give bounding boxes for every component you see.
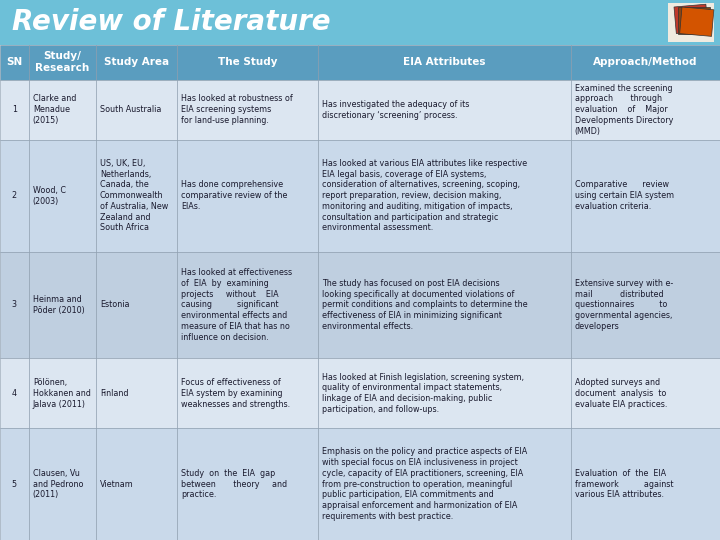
Text: Pölönen,
Hokkanen and
Jalava (2011): Pölönen, Hokkanen and Jalava (2011) xyxy=(33,378,91,409)
Bar xyxy=(318,79,571,140)
Text: The Study: The Study xyxy=(218,57,277,67)
Text: SN: SN xyxy=(6,57,22,67)
Bar xyxy=(177,359,318,428)
Text: Evaluation  of  the  EIA
framework          against
various EIA attributes.: Evaluation of the EIA framework against … xyxy=(575,469,673,500)
Text: Extensive survey with e-
mail           distributed
questionnaires          to
g: Extensive survey with e- mail distribute… xyxy=(575,279,673,331)
Text: Adopted surveys and
document  analysis  to
evaluate EIA practices.: Adopted surveys and document analysis to… xyxy=(575,378,667,409)
Bar xyxy=(96,252,177,359)
Bar xyxy=(571,45,720,79)
Text: Has looked at effectiveness
of  EIA  by  examining
projects     without    EIA
c: Has looked at effectiveness of EIA by ex… xyxy=(181,268,292,342)
Text: EIA Attributes: EIA Attributes xyxy=(403,57,486,67)
Bar xyxy=(571,140,720,252)
Text: 5: 5 xyxy=(12,480,17,489)
Bar xyxy=(678,7,710,33)
Text: Has done comprehensive
comparative review of the
EIAs.: Has done comprehensive comparative revie… xyxy=(181,180,287,211)
Bar xyxy=(680,7,714,36)
Bar xyxy=(571,359,720,428)
Text: Has investigated the adequacy of its
discretionary ‘screening’ process.: Has investigated the adequacy of its dis… xyxy=(323,100,469,120)
Text: 2: 2 xyxy=(12,191,17,200)
Bar xyxy=(177,79,318,140)
Text: Clausen, Vu
and Pedrono
(2011): Clausen, Vu and Pedrono (2011) xyxy=(33,469,84,500)
Bar xyxy=(318,428,571,540)
Bar xyxy=(96,359,177,428)
Text: Has looked at Finish legislation, screening system,
quality of environmental imp: Has looked at Finish legislation, screen… xyxy=(323,373,524,414)
Bar xyxy=(29,428,96,540)
Text: Wood, C
(2003): Wood, C (2003) xyxy=(33,186,66,206)
Bar xyxy=(0,140,29,252)
Text: Focus of effectiveness of
EIA system by examining
weaknesses and strengths.: Focus of effectiveness of EIA system by … xyxy=(181,378,290,409)
Bar xyxy=(0,45,29,79)
Bar xyxy=(29,79,96,140)
Text: Has looked at various EIA attributes like respective
EIA legal basis, coverage o: Has looked at various EIA attributes lik… xyxy=(323,159,528,232)
Text: Study Area: Study Area xyxy=(104,57,169,67)
Bar xyxy=(571,428,720,540)
Bar xyxy=(0,0,720,45)
Text: Clarke and
Menadue
(2015): Clarke and Menadue (2015) xyxy=(33,94,76,125)
Text: Has looked at robustness of
EIA screening systems
for land-use planning.: Has looked at robustness of EIA screenin… xyxy=(181,94,293,125)
Text: Study  on  the  EIA  gap
between       theory     and
practice.: Study on the EIA gap between theory and … xyxy=(181,469,287,500)
Bar xyxy=(29,45,96,79)
Text: Study/
Research: Study/ Research xyxy=(35,51,89,73)
Text: Estonia: Estonia xyxy=(100,300,130,309)
Bar xyxy=(29,252,96,359)
Text: 3: 3 xyxy=(12,300,17,309)
Bar xyxy=(96,140,177,252)
Text: Approach/Method: Approach/Method xyxy=(593,57,698,67)
Bar xyxy=(674,4,708,33)
Text: Examined the screening
approach       through
evaluation    of    Major
Developm: Examined the screening approach through … xyxy=(575,84,673,136)
Bar xyxy=(29,359,96,428)
Text: Review of Literature: Review of Literature xyxy=(12,8,330,36)
Text: Heinma and
Põder (2010): Heinma and Põder (2010) xyxy=(33,295,84,315)
Bar xyxy=(96,45,177,79)
Bar xyxy=(668,3,714,42)
Text: South Australia: South Australia xyxy=(100,105,161,114)
Bar xyxy=(0,359,29,428)
Bar xyxy=(0,428,29,540)
Bar xyxy=(571,79,720,140)
Bar xyxy=(177,45,318,79)
Bar xyxy=(177,140,318,252)
Bar xyxy=(318,140,571,252)
Text: Emphasis on the policy and practice aspects of EIA
with special focus on EIA inc: Emphasis on the policy and practice aspe… xyxy=(323,448,528,521)
Text: Vietnam: Vietnam xyxy=(100,480,133,489)
Bar xyxy=(571,252,720,359)
Bar xyxy=(0,252,29,359)
Text: 4: 4 xyxy=(12,389,17,398)
Bar xyxy=(318,252,571,359)
Bar xyxy=(0,79,29,140)
Bar xyxy=(177,428,318,540)
Text: The study has focused on post EIA decisions
looking specifically at documented v: The study has focused on post EIA decisi… xyxy=(323,279,528,331)
Bar xyxy=(318,359,571,428)
Text: Finland: Finland xyxy=(100,389,128,398)
Bar xyxy=(177,252,318,359)
Text: US, UK, EU,
Netherlands,
Canada, the
Commonwealth
of Australia, New
Zealand and
: US, UK, EU, Netherlands, Canada, the Com… xyxy=(100,159,168,232)
Bar xyxy=(29,140,96,252)
Text: Comparative      review
using certain EIA system
evaluation criteria.: Comparative review using certain EIA sys… xyxy=(575,180,674,211)
Bar xyxy=(96,79,177,140)
Text: 1: 1 xyxy=(12,105,17,114)
Bar xyxy=(318,45,571,79)
Bar xyxy=(96,428,177,540)
